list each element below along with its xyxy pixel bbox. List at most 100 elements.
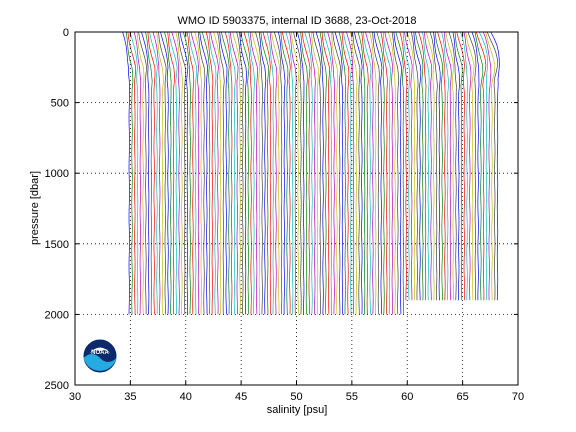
profile-line [300, 31, 308, 315]
profile-line [393, 31, 402, 315]
y-tick-label: 2000 [45, 309, 69, 321]
profile-line [236, 31, 244, 315]
profile-line [380, 31, 388, 315]
profile-line [486, 31, 498, 301]
profile-line [327, 31, 335, 315]
y-tick-label: 1000 [45, 168, 69, 180]
profile-line [249, 31, 258, 315]
x-tick-label: 35 [124, 391, 136, 403]
profile-line [127, 31, 137, 315]
profile-line [338, 31, 347, 315]
grid-lines [75, 32, 518, 385]
profile-line [452, 31, 460, 301]
profile-line [387, 31, 396, 315]
profile-line [425, 31, 435, 301]
y-tick-label: 1500 [45, 239, 69, 251]
profile-line [308, 31, 316, 315]
profile-line [285, 31, 294, 315]
profile-line [133, 31, 142, 315]
profile-line [258, 31, 267, 315]
profile-line [312, 31, 322, 315]
profile-line [365, 31, 374, 315]
profile-line [229, 31, 239, 315]
profile-line [341, 31, 350, 315]
profile-line [334, 31, 344, 315]
profile-line [454, 31, 463, 301]
profiles-group [122, 31, 500, 315]
profile-line [474, 31, 484, 301]
profile-line [422, 31, 430, 301]
profile-line [171, 31, 180, 315]
profile-line [158, 31, 167, 315]
profile-line [434, 31, 444, 301]
profile-line [138, 31, 147, 315]
profile-line [471, 31, 480, 301]
profile-line [467, 31, 477, 301]
noaa-logo-text: NOAA [91, 350, 109, 356]
profile-line [402, 31, 411, 301]
profile-line [213, 31, 222, 315]
profile-line [221, 31, 230, 315]
profile-line [240, 31, 250, 315]
profile-line [429, 31, 438, 301]
profile-line [210, 31, 219, 315]
profile-line [414, 31, 424, 301]
profile-line [147, 31, 156, 315]
profile-line [444, 31, 452, 301]
profile-line [476, 31, 487, 301]
profile-line [182, 31, 191, 315]
profile-line [282, 31, 291, 315]
profile-line [346, 31, 355, 315]
profile-line [448, 31, 457, 301]
noaa-logo: NOAA [80, 336, 120, 376]
profile-line [186, 31, 195, 315]
chart-title: WMO ID 5903375, internal ID 3688, 23-Oct… [177, 15, 416, 27]
profile-line [197, 31, 206, 315]
profile-line [418, 31, 427, 301]
profile-line [399, 31, 408, 301]
profile-line [410, 31, 419, 301]
profile-line [125, 31, 134, 315]
profile-line [141, 31, 150, 315]
y-tick-label: 0 [63, 27, 69, 39]
profile-line [149, 31, 158, 315]
y-axis-label: pressure [dbar] [29, 171, 41, 245]
profile-line [456, 31, 465, 301]
profile-line [122, 31, 130, 315]
x-tick-label: 60 [401, 391, 413, 403]
profile-line [262, 31, 272, 315]
profile-line [255, 31, 263, 315]
profile-line [404, 31, 413, 301]
y-tick-label: 2500 [45, 380, 69, 392]
profile-line [465, 31, 475, 301]
profile-line [463, 31, 472, 301]
profile-line [269, 31, 278, 315]
profile-line [167, 31, 175, 315]
profile-line [205, 31, 214, 315]
profile-line [194, 31, 202, 315]
profile-line [460, 31, 469, 301]
profile-line [315, 31, 324, 315]
profile-line [201, 31, 211, 315]
profile-line [350, 31, 358, 315]
profile-line [219, 31, 228, 315]
profile-line [357, 31, 366, 315]
profile-line [291, 31, 300, 315]
y-tick-label: 500 [51, 98, 69, 110]
profile-line [199, 31, 209, 315]
profile-line [372, 31, 380, 315]
profile-line [373, 31, 383, 315]
x-tick-label: 40 [180, 391, 192, 403]
profile-line [156, 31, 164, 315]
profile-line [164, 31, 172, 315]
profile-line [129, 31, 139, 315]
x-tick-label: 70 [512, 391, 524, 403]
profile-line [271, 31, 280, 315]
profile-line [433, 31, 441, 301]
profile-line [247, 31, 256, 315]
profile-line [190, 31, 200, 315]
x-axis-label: salinity [psu] [267, 404, 328, 416]
profile-line [445, 31, 454, 301]
